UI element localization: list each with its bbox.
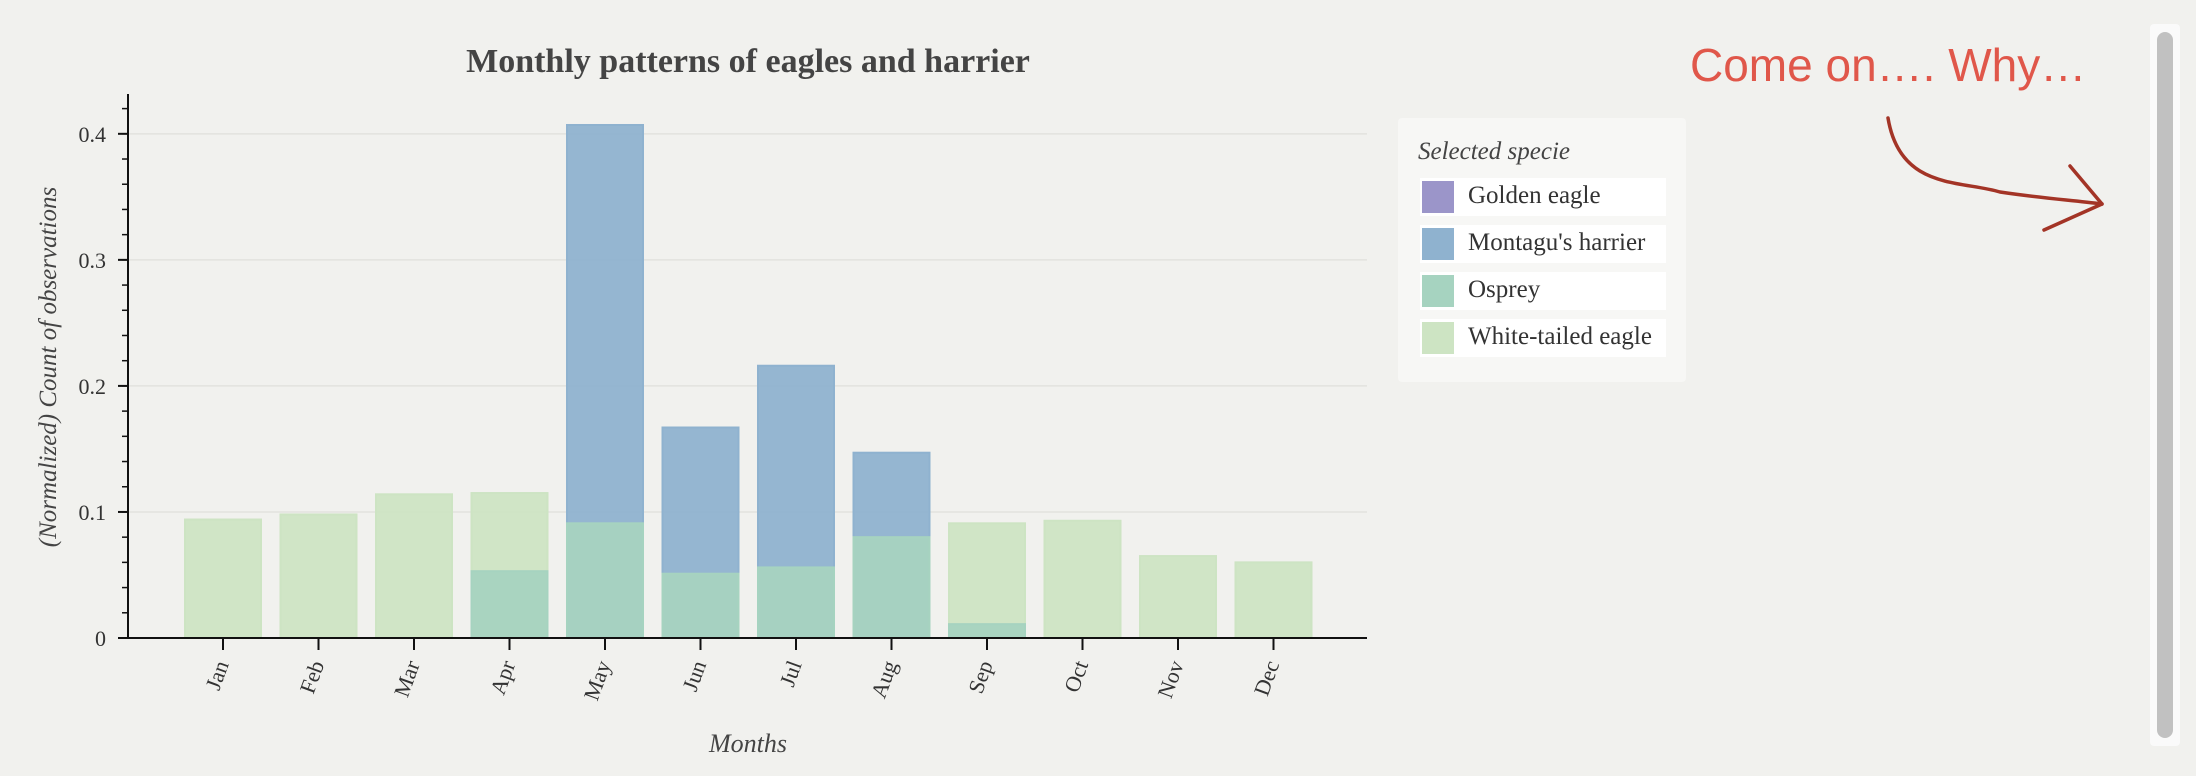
legend-label: White-tailed eagle [1468,323,1652,350]
bar-white-tailed-eagle-feb [279,513,358,640]
scrollbar-thumb[interactable] [2157,32,2173,738]
legend-title: Selected specie [1418,138,1570,165]
legend-swatch-golden-eagle [1422,181,1454,213]
y-tick-label: 0.3 [79,248,107,273]
legend-item-osprey[interactable]: Osprey [1420,272,1666,310]
x-tick-label: Jan [200,657,234,693]
bar-osprey-jun [661,572,740,640]
legend-swatch-osprey [1422,275,1454,307]
bar-osprey-jul [757,566,835,639]
y-tick-label: 0.1 [79,500,107,525]
x-tick-label: Sep [963,657,998,697]
bar-white-tailed-eagle-jan [184,518,262,640]
y-axis-label: (Normalized) Count of observations [35,187,62,547]
bar-white-tailed-eagle-sep [948,522,1026,639]
legend-item-golden-eagle[interactable]: Golden eagle [1420,178,1666,216]
x-tick-label: Feb [294,657,329,697]
legend-item-montagus-harrier[interactable]: Montagu's harrier [1420,225,1666,263]
x-tick-label: Jun [677,657,711,694]
bar-osprey-may [566,522,644,639]
x-tick-label: Mar [389,657,425,701]
bar-white-tailed-eagle-dec [1234,561,1313,639]
bar-osprey-apr [470,570,549,640]
x-tick-label: Dec [1249,657,1285,699]
y-tick-label: 0.4 [79,122,107,147]
bars [184,123,1313,640]
legend-item-white-tailed-eagle[interactable]: White-tailed eagle [1420,319,1666,357]
gridlines [128,133,1367,513]
legend: Selected specie Golden eagle Montagu's h… [1398,118,1686,382]
bar-white-tailed-eagle-mar [375,493,453,639]
legend-label: Osprey [1468,276,1541,303]
vertical-scrollbar[interactable] [2150,24,2180,746]
x-tick-label: May [578,657,615,703]
x-tick-label: Aug [866,657,902,701]
x-tick-label: Oct [1059,657,1093,695]
legend-label: Montagu's harrier [1468,229,1646,256]
bar-white-tailed-eagle-oct [1043,519,1122,639]
legend-label: Golden eagle [1468,182,1601,209]
annotation-arrow-icon [1886,116,2104,232]
chart-title: Monthly patterns of eagles and harrier [466,43,1030,80]
y-tick-label: 0 [95,626,106,651]
legend-swatch-montagus-harrier [1422,228,1454,260]
bar-white-tailed-eagle-nov [1139,555,1217,639]
x-tick-label: Apr [485,657,520,698]
x-tick-label: Jul [774,657,806,690]
legend-swatch-white-tailed-eagle [1422,322,1454,354]
annotation-text: Come on…. Why… [1690,39,2087,91]
y-tick-label: 0.2 [79,374,107,399]
x-tick-label: Nov [1152,657,1188,701]
bar-osprey-aug [852,536,931,639]
x-axis-label: Months [708,729,787,758]
bar-osprey-sep [948,623,1026,640]
